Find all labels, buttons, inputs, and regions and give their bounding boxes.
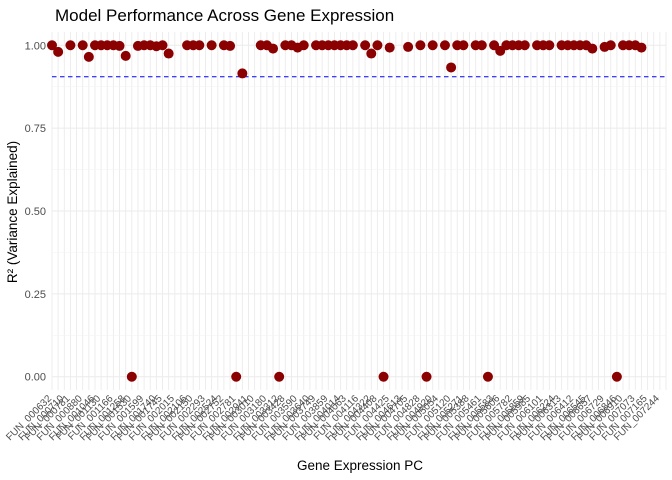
data-point [237,68,248,79]
data-point [611,371,622,382]
data-point [83,51,94,62]
y-axis-ticks: 0.00 0.25 0.50 0.75 1.00 [25,40,46,383]
data-point [126,371,137,382]
data-point [120,50,131,61]
x-axis-title: Gene Expression PC [297,458,423,473]
data-point [636,42,647,53]
data-point [605,40,616,51]
data-point [458,40,469,51]
data-point [163,48,174,59]
data-point [587,43,598,54]
data-point [347,40,358,51]
data-point [439,40,450,51]
grid-lines [51,32,667,390]
data-point [77,40,88,51]
y-tick-label: 0.75 [25,123,46,135]
data-point [544,40,555,51]
data-point [384,42,395,53]
data-point [360,40,371,51]
data-point [372,40,383,51]
x-axis-ticks: FUN_000632FUN_000710FUN_000781FUN_000880… [4,393,662,443]
y-tick-label: 1.00 [25,40,46,52]
data-point [366,48,377,59]
data-point [274,371,285,382]
data-point [47,40,57,51]
chart-title: Model Performance Across Gene Expression [55,6,394,25]
data-point [421,371,432,382]
data-point [446,62,457,73]
y-tick-label: 0.00 [25,372,46,384]
data-point [268,43,279,54]
y-axis-title: R² (Variance Explained) [5,141,20,283]
data-point [53,46,64,57]
y-tick-label: 0.50 [25,206,46,218]
data-point [482,371,493,382]
data-point [403,41,414,52]
y-tick-label: 0.25 [25,289,46,301]
data-point [298,40,309,51]
data-point [519,40,530,51]
data-point [225,40,236,51]
data-point [415,40,426,51]
data-points [47,40,647,382]
data-point [157,40,168,51]
data-point [114,40,125,51]
data-point [194,40,205,51]
data-point [231,371,242,382]
data-point [65,40,76,51]
data-point [427,40,438,51]
data-point [206,40,217,51]
data-point [476,40,487,51]
data-point [378,371,389,382]
